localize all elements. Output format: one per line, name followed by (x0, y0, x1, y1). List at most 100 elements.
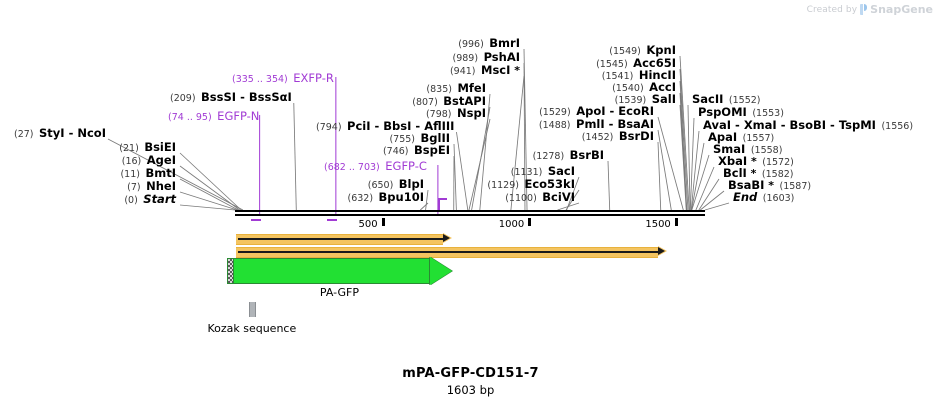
feature-pa-gfp[interactable] (226, 257, 452, 285)
enzyme-name: BsrDI (618, 129, 654, 143)
kozak-marker-icon (248, 302, 256, 317)
enzyme-name: SmaI (713, 142, 746, 156)
label-names: NheI (146, 180, 176, 193)
label-pmli[interactable]: (1488) PmlI - BsaAI (0, 117, 654, 131)
label-exfp-r[interactable]: (335 .. 354) EXFP-R (232, 72, 334, 85)
label-blpi[interactable]: (650) BlpI (0, 178, 424, 191)
label-apoi[interactable]: (1529) ApoI - EcoRI (0, 104, 654, 118)
label-position: (1549) (609, 46, 641, 57)
label-eco53ki[interactable]: (1129) Eco53kI (0, 177, 575, 191)
label-pshai[interactable]: (989) PshAI (0, 51, 520, 64)
label-names: XbaI * (718, 155, 757, 168)
label-bmti[interactable]: (11) BmtI (0, 166, 176, 180)
label-names: ApoI - EcoRI (576, 104, 654, 118)
label-egfp-c[interactable]: (682 .. 703) EGFP-C (324, 160, 427, 173)
label-agei[interactable]: (16) AgeI (0, 154, 176, 167)
label-names: BmrI (489, 37, 520, 50)
label-bspei[interactable]: (746) BspEI (0, 144, 450, 157)
label-position: (807) (412, 97, 438, 108)
label-bcivi[interactable]: (1100) BciVI (0, 191, 575, 204)
label-acc65i[interactable]: (1545) Acc65I (0, 57, 676, 70)
label-bsssi[interactable]: (209) BssSI - BssSαI (170, 91, 292, 104)
label-bcli[interactable]: BclI * (1582) (723, 166, 794, 180)
label-bsiei[interactable]: (21) BsiEI (0, 140, 176, 154)
label-xbai[interactable]: XbaI * (1572) (718, 155, 794, 168)
enzyme-name: Bpu10I (378, 190, 424, 204)
label-apai[interactable]: ApaI (1557) (708, 131, 774, 144)
label-bglii[interactable]: (755) BglII (0, 132, 450, 145)
enzyme-name: Start (143, 192, 176, 206)
label-position: (1553) (752, 108, 784, 119)
label-names: PciI - BbsI - AflIII (347, 119, 455, 133)
enzyme-name: BmtI (145, 166, 176, 180)
ruler-label-1500: 1500 (645, 219, 671, 230)
label-position: (1278) (532, 151, 565, 162)
enzyme-name: BsaBI (728, 178, 765, 192)
label-acci[interactable]: (1540) AccI (0, 81, 676, 94)
label-names: MfeI (457, 82, 486, 95)
label-styi[interactable]: (27) StyI - NcoI (14, 127, 106, 140)
label-position: (1488) (538, 120, 571, 131)
label-sacii[interactable]: SacII (1552) (692, 93, 761, 106)
enzyme-name: NheI (146, 179, 176, 193)
enzyme-name: EGFP-C (385, 159, 427, 173)
enzyme-name: End (733, 190, 758, 204)
label-kpni[interactable]: (1549) KpnI (0, 44, 676, 57)
enzyme-name: EGFP-N (217, 109, 260, 123)
enzyme-name: ApoI (576, 104, 606, 118)
label-bmri[interactable]: (996) BmrI (0, 37, 520, 50)
label-names: HincII (639, 69, 676, 82)
ruler-label-1000: 1000 (498, 219, 525, 230)
label-egfp-n[interactable]: (74 .. 95) EGFP-N (168, 109, 260, 123)
label-position: (1582) (761, 169, 794, 180)
cds-truncation-hatch (226, 258, 234, 284)
label-bpu10i[interactable]: (632) Bpu10I (0, 190, 424, 204)
methylation-star: * (747, 155, 757, 168)
feature-orf-1[interactable] (236, 233, 452, 245)
label-position: (1603) (762, 193, 795, 204)
label-names: EGFP-C (385, 160, 427, 173)
label-names: BsaBI * (728, 179, 774, 192)
label-position: (7) (127, 182, 141, 193)
label-position: (996) (458, 39, 484, 50)
label-msci[interactable]: (941) MscI * (0, 64, 520, 77)
enzyme-name: SacI (547, 164, 575, 178)
enzyme-name: BclI (723, 166, 747, 180)
label-pspomi[interactable]: PspOMI (1553) (698, 106, 784, 119)
enzyme-name: BsaAI (617, 117, 654, 131)
ruler-tick-1000 (528, 218, 532, 226)
methylation-star: * (764, 179, 775, 192)
label-names: SacII (692, 93, 723, 106)
enzyme-name: Eco53kI (524, 177, 575, 191)
label-bstapi[interactable]: (807) BstAPI (0, 95, 486, 108)
label-position: (1452) (581, 132, 614, 143)
kozak-label: Kozak sequence (207, 322, 297, 335)
ruler-tick-1500 (674, 218, 678, 226)
label-names: BsrDI (619, 130, 654, 143)
label-nspi[interactable]: (798) NspI (0, 107, 486, 120)
label-position: (650) (367, 180, 394, 191)
label-position: (1558) (750, 145, 783, 156)
label-sali[interactable]: (1539) SalI (0, 93, 676, 106)
label-mfei[interactable]: (835) MfeI (0, 82, 486, 95)
label-smai[interactable]: SmaI (1558) (713, 142, 783, 156)
label-avai[interactable]: AvaI - XmaI - BsoBI - TspMI (1556) (703, 118, 913, 132)
label-nhei[interactable]: (7) NheI (0, 180, 176, 193)
label-pcii[interactable]: (794) PciI - BbsI - AflIII (316, 119, 455, 133)
label-bsrdi[interactable]: (1452) BsrDI (0, 130, 654, 143)
enzyme-name: XmaI (743, 118, 777, 132)
label-start[interactable]: (0) Start (0, 192, 176, 206)
label-position: (1587) (779, 181, 812, 192)
ruler-tick-500 (381, 218, 385, 226)
feature-orf-2[interactable] (236, 246, 668, 258)
label-position: (1100) (505, 193, 537, 204)
label-end[interactable]: End (1603) (733, 190, 795, 204)
label-saci[interactable]: (1131) SacI (0, 164, 575, 178)
label-bsabi[interactable]: BsaBI * (1587) (728, 179, 812, 192)
label-position: (16) (121, 156, 142, 167)
label-hincii[interactable]: (1541) HincII (0, 69, 676, 82)
enzyme-name: BsiEI (144, 140, 176, 154)
label-bsrbi[interactable]: (1278) BsrBI (0, 149, 604, 162)
cds-body (226, 258, 430, 284)
